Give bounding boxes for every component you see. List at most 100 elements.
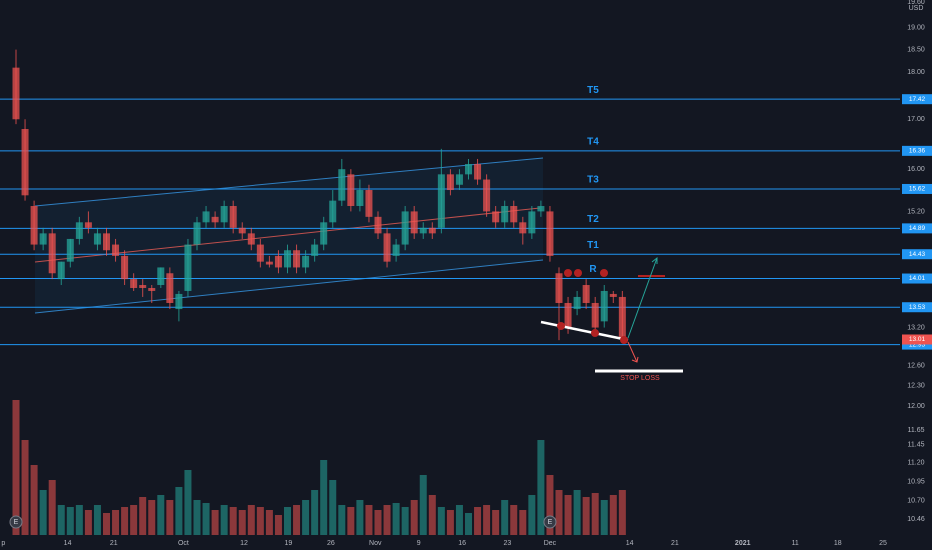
candle-body	[519, 222, 527, 234]
candle-body	[582, 285, 590, 303]
volume-bar	[600, 500, 608, 535]
volume-bar	[519, 510, 527, 535]
x-tick-label: 14	[626, 540, 634, 547]
pivot	[600, 269, 608, 277]
volume-bar	[311, 490, 319, 535]
volume-bar	[211, 510, 219, 535]
candle-body	[302, 255, 310, 268]
y-tick-label: 11.20	[908, 460, 925, 467]
volume-bar	[383, 505, 391, 535]
level-tag-label: 17.42	[909, 96, 926, 103]
candle-body	[229, 206, 237, 228]
level-name: T3	[587, 175, 599, 186]
y-tick-label: 10.95	[907, 478, 925, 485]
candle-body	[202, 211, 210, 223]
level-tag-label: 14.43	[909, 251, 926, 258]
x-tick-label: p	[1, 540, 5, 547]
pivot	[620, 336, 628, 344]
level-tag-label: 14.89	[909, 225, 926, 232]
level-tag	[902, 223, 932, 234]
candle-body	[492, 211, 500, 223]
volume-bar	[48, 480, 56, 535]
volume-bar	[184, 470, 192, 535]
up-arrow	[627, 257, 658, 339]
y-tick-label: 15.20	[907, 208, 925, 215]
volume-bar	[220, 505, 228, 535]
volume-bar	[392, 503, 400, 535]
candle-body	[121, 255, 129, 280]
candle-body	[347, 174, 355, 207]
y-tick-label: 19.60	[907, 0, 925, 6]
candle-body	[537, 206, 545, 212]
x-tick-label: 14	[64, 540, 72, 547]
candle-body	[564, 302, 572, 328]
candle-body	[157, 267, 165, 286]
up-arrow-head	[651, 256, 658, 264]
candle-body	[428, 227, 436, 234]
volume-bar	[356, 500, 364, 535]
y-tick-label: 18.50	[907, 46, 925, 53]
level-tag	[902, 302, 932, 313]
candle-body	[166, 273, 174, 303]
pivot	[591, 329, 599, 337]
x-tick-label: Dec	[544, 540, 557, 547]
volume-bar	[103, 513, 110, 535]
volume-bar	[483, 505, 491, 535]
pivot	[557, 322, 565, 330]
volume-bar	[510, 505, 518, 535]
volume-bar	[193, 500, 201, 535]
volume-bar	[492, 510, 500, 535]
candle-body	[401, 211, 409, 245]
candle-body	[265, 261, 273, 265]
candle-body	[329, 200, 337, 223]
x-tick-label: 18	[834, 540, 842, 547]
volume-bar	[166, 500, 174, 535]
candle-body	[365, 190, 373, 217]
volume-bar	[591, 493, 599, 535]
candle-body	[546, 211, 554, 256]
volume-bar	[365, 505, 373, 535]
candle-body	[211, 216, 219, 223]
candle-body	[392, 244, 400, 256]
x-tick-label: 16	[458, 540, 466, 547]
volume-bar	[238, 510, 246, 535]
candle-body	[84, 222, 92, 228]
volume-bar	[157, 495, 165, 535]
trend-line	[540, 320, 629, 342]
volume-bar	[93, 505, 101, 535]
candle-body	[356, 190, 364, 207]
down-arrow	[627, 341, 638, 363]
pivot-markers	[557, 269, 628, 344]
volume-bar	[202, 503, 210, 535]
level-name: R	[589, 264, 597, 275]
volume-bar	[437, 507, 445, 535]
volume-bar	[139, 497, 147, 535]
candle-body	[75, 222, 83, 239]
x-tick-label: 23	[504, 540, 512, 547]
volume-bar	[573, 490, 581, 535]
volume-bar	[528, 495, 536, 535]
level-name: T5	[587, 85, 599, 96]
volume-bar	[75, 505, 83, 535]
candle-body	[274, 255, 282, 268]
volume-bar	[401, 507, 409, 535]
pivot	[574, 269, 582, 277]
candle-body	[93, 233, 101, 245]
candle-body	[284, 250, 291, 268]
volume-bar	[474, 507, 482, 535]
y-tick-label: 12.30	[907, 383, 925, 390]
candle-body	[39, 233, 47, 245]
candle-body	[320, 222, 328, 245]
volume-bar	[501, 500, 509, 535]
volume-bar	[546, 475, 554, 535]
y-tick-label: 17.00	[907, 116, 925, 123]
volume-bar	[302, 500, 310, 535]
level-tag	[902, 94, 932, 105]
candle-body	[148, 287, 156, 291]
earnings-marker	[543, 515, 557, 529]
volume-bar	[410, 500, 418, 535]
candle-body	[600, 290, 608, 322]
volume-bar	[247, 505, 255, 535]
candle-body	[374, 216, 382, 234]
level-tag	[902, 339, 932, 350]
